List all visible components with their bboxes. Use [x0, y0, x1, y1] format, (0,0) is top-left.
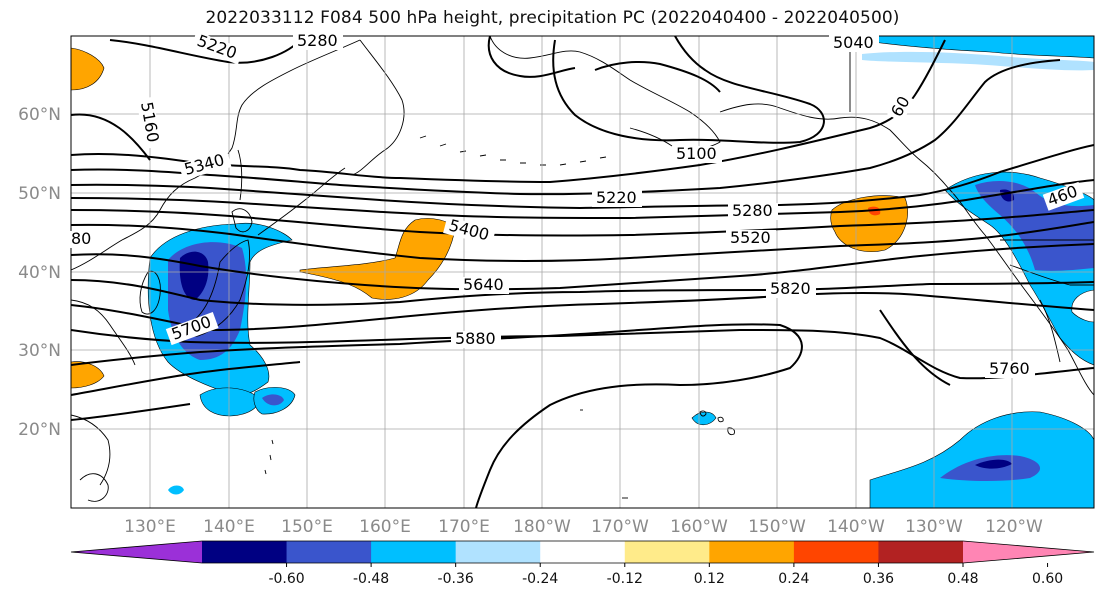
- colorbar-segment: [286, 541, 372, 563]
- contour-label: 5100: [676, 144, 717, 163]
- lon-label: 150°E: [281, 517, 333, 537]
- colorbar-tick-label: 0.60: [1032, 571, 1063, 587]
- contour-label: 5760: [989, 359, 1030, 378]
- lat-label: 20°N: [18, 420, 61, 440]
- latitude-labels: 60°N 50°N 40°N 30°N 20°N: [18, 105, 61, 440]
- lon-label: 170°E: [438, 517, 490, 537]
- contour-label: 5880: [455, 329, 496, 348]
- colorbar-tick-label: -0.60: [268, 571, 304, 587]
- colorbar-segment: [202, 541, 288, 563]
- colorbar-segment: [540, 541, 626, 563]
- colorbar-segment: [793, 541, 879, 563]
- colorbar-tick-label: -0.36: [438, 571, 474, 587]
- colorbar-tick-label: -0.24: [522, 571, 558, 587]
- contour-label: 5280: [297, 31, 338, 50]
- colorbar: -0.60 -0.48 -0.36 -0.24 -0.12 0.12 0.24 0.36 0.4…: [70, 540, 1095, 587]
- lon-label: 150°W: [748, 517, 806, 537]
- colorbar-extend-low: [71, 541, 202, 563]
- colorbar-tick-label: 0.36: [863, 571, 894, 587]
- colorbar-segment: [371, 541, 457, 563]
- contour-labels: 5220 5280 5160 5340 80 5700 5400 5220 51…: [69, 31, 1085, 378]
- contour-label: 80: [71, 229, 91, 248]
- lon-label: 120°W: [985, 517, 1043, 537]
- map-frame: [70, 35, 1095, 509]
- lat-label: 60°N: [18, 105, 61, 125]
- colorbar-segment: [878, 541, 964, 563]
- colorbar-segment: [624, 541, 710, 563]
- contour-label: 5820: [770, 279, 811, 298]
- colorbar-tick-label: -0.48: [353, 571, 389, 587]
- lon-label: 180°W: [513, 517, 571, 537]
- colorbar-tick-label: -0.12: [607, 571, 643, 587]
- contour-label: 5040: [833, 33, 874, 52]
- longitude-labels: 130°E 140°E 150°E 160°E 170°E 180°W 170°…: [124, 517, 1043, 537]
- height-contours: [71, 36, 1094, 508]
- lon-label: 160°E: [359, 517, 411, 537]
- contour-label: 5220: [596, 188, 637, 207]
- lon-label: 170°W: [591, 517, 649, 537]
- colorbar-tick-label: 0.24: [778, 571, 809, 587]
- lon-label: 130°E: [124, 517, 176, 537]
- lon-label: 160°W: [670, 517, 728, 537]
- lat-label: 30°N: [18, 341, 61, 361]
- contour-label: 5280: [732, 201, 773, 220]
- lat-label: 40°N: [18, 263, 61, 283]
- colorbar-segment: [455, 541, 541, 563]
- lon-label: 130°W: [905, 517, 963, 537]
- contour-label: 5520: [730, 228, 771, 247]
- lat-label: 50°N: [18, 184, 61, 204]
- colorbar-tick-label: 0.48: [947, 571, 978, 587]
- colorbar-segment: [709, 541, 795, 563]
- colorbar-tick-label: 0.12: [694, 571, 725, 587]
- contour-label: 5640: [463, 275, 504, 294]
- lon-label: 140°E: [203, 517, 255, 537]
- colorbar-outline: [70, 540, 1095, 564]
- colorbar-extend-high: [963, 541, 1094, 563]
- lon-label: 140°W: [827, 517, 885, 537]
- chart-title: 2022033112 F084 500 hPa height, precipit…: [205, 8, 900, 28]
